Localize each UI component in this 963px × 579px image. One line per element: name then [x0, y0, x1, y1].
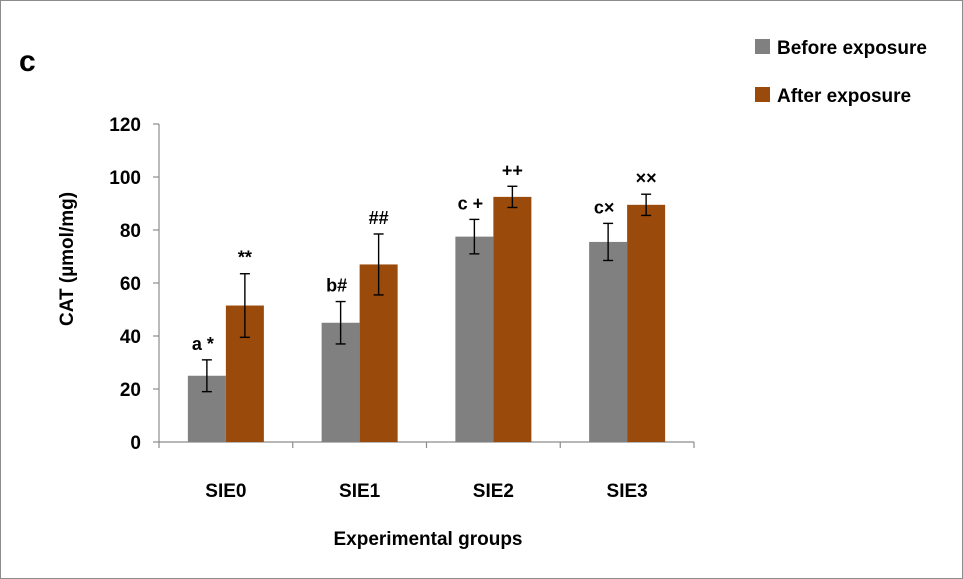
y-tick-label: 40	[120, 327, 141, 348]
y-tick-label: 80	[120, 221, 141, 242]
x-axis-title: Experimental groups	[334, 529, 523, 550]
x-category-label: SIE3	[607, 481, 648, 502]
bar	[493, 196, 532, 442]
significance-label: a *	[192, 334, 214, 354]
x-category-label: SIE1	[339, 481, 381, 502]
legend-label-after: After exposure	[777, 86, 911, 107]
y-tick-label: 120	[109, 115, 141, 136]
y-tick-label: 0	[130, 433, 141, 454]
significance-label: **	[238, 248, 252, 268]
significance-label: ××	[636, 168, 657, 188]
legend-swatch-before	[755, 39, 770, 54]
bar	[627, 204, 666, 442]
plot-area: 0 20 40 60 80 100 120 SIE0 a * ** SIE1 b# ## SIE2 c + +…	[109, 115, 695, 502]
y-tick-label: 60	[120, 274, 141, 295]
significance-label: ##	[369, 208, 389, 228]
y-tick-label: 20	[120, 380, 141, 401]
y-tick-label: 100	[109, 168, 141, 189]
x-category-label: SIE0	[205, 481, 246, 502]
bar	[589, 241, 628, 442]
significance-label: b#	[326, 276, 347, 296]
significance-label: c +	[458, 193, 484, 213]
legend-swatch-after	[755, 87, 770, 102]
significance-label: c×	[594, 197, 615, 217]
significance-label: ++	[502, 160, 523, 180]
x-category-label: SIE2	[473, 481, 514, 502]
panel-label: c	[19, 45, 36, 78]
legend-label-before: Before exposure	[777, 38, 927, 59]
legend: Before exposure After exposure	[755, 38, 927, 107]
bar	[455, 236, 494, 442]
y-axis-title: CAT (µmol/mg)	[57, 192, 78, 326]
